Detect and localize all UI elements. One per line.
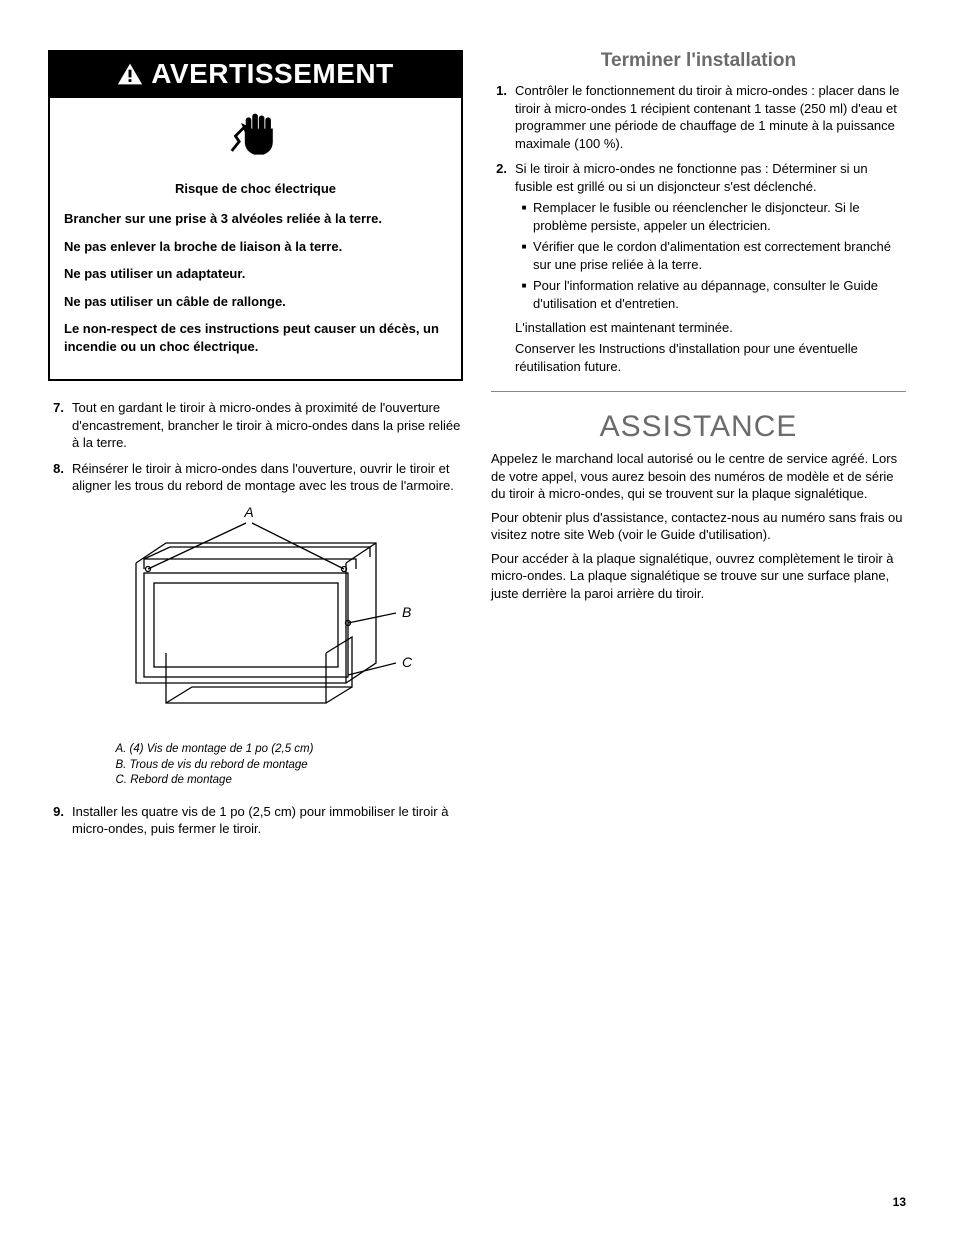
diagram-label-a: A xyxy=(243,504,253,520)
step-number: 7. xyxy=(48,399,72,452)
two-column-layout: AVERTISSEMENT xyxy=(48,50,906,846)
step-text: Si le tiroir à micro-ondes ne fonctionne… xyxy=(515,161,868,194)
microwave-drawer-diagram: A B C xyxy=(96,503,416,733)
step-number: 1. xyxy=(491,82,515,152)
warning-line: Brancher sur une prise à 3 alvéoles reli… xyxy=(64,210,447,228)
warning-header: AVERTISSEMENT xyxy=(50,52,461,98)
assist-para: Appelez le marchand local autorisé ou le… xyxy=(491,450,906,503)
step-text: Tout en gardant le tiroir à micro-ondes … xyxy=(72,399,463,452)
post-note: L'installation est maintenant terminée. xyxy=(515,319,906,337)
assist-para: Pour accéder à la plaque signalétique, o… xyxy=(491,550,906,603)
legend-line: A. (4) Vis de montage de 1 po (2,5 cm) xyxy=(116,742,396,758)
step-number: 9. xyxy=(48,803,72,838)
bullet-item: Remplacer le fusible ou réenclencher le … xyxy=(515,199,906,234)
list-item: 1. Contrôler le fonctionnement du tiroir… xyxy=(491,82,906,152)
diagram-label-b: B xyxy=(402,604,411,620)
right-steps-list: 1. Contrôler le fonctionnement du tiroir… xyxy=(491,82,906,379)
bullet-item: Vérifier que le cordon d'alimentation es… xyxy=(515,238,906,273)
legend-line: B. Trous de vis du rebord de montage xyxy=(116,758,396,774)
warning-line: Ne pas utiliser un adaptateur. xyxy=(64,265,447,283)
list-item: 9. Installer les quatre vis de 1 po (2,5… xyxy=(48,803,463,838)
step-text: Installer les quatre vis de 1 po (2,5 cm… xyxy=(72,803,463,838)
list-item: 2. Si le tiroir à micro-ondes ne fonctio… xyxy=(491,160,906,379)
page: AVERTISSEMENT xyxy=(0,0,954,1235)
bullet-text: Remplacer le fusible ou réenclencher le … xyxy=(533,199,906,234)
section-title-terminer: Terminer l'installation xyxy=(491,50,906,72)
warning-line: Ne pas enlever la broche de liaison à la… xyxy=(64,238,447,256)
step-text: Contrôler le fonctionnement du tiroir à … xyxy=(515,82,906,152)
troubleshoot-bullets: Remplacer le fusible ou réenclencher le … xyxy=(515,199,906,312)
warning-risk-heading: Risque de choc électrique xyxy=(64,181,447,196)
bullet-item: Pour l'information relative au dépannage… xyxy=(515,277,906,312)
left-steps-list: 7. Tout en gardant le tiroir à micro-ond… xyxy=(48,399,463,495)
assistance-title: ASSISTANCE xyxy=(491,410,906,444)
page-number: 13 xyxy=(893,1195,906,1209)
diagram-label-c: C xyxy=(402,654,413,670)
post-note: Conserver les Instructions d'installatio… xyxy=(515,340,906,375)
step-number: 2. xyxy=(491,160,515,379)
electric-shock-icon xyxy=(228,108,284,164)
diagram-legend: A. (4) Vis de montage de 1 po (2,5 cm) B… xyxy=(116,742,396,789)
warning-header-text: AVERTISSEMENT xyxy=(151,58,393,90)
warning-line: Ne pas utiliser un câble de rallonge. xyxy=(64,293,447,311)
bullet-text: Vérifier que le cordon d'alimentation es… xyxy=(533,238,906,273)
right-column: Terminer l'installation 1. Contrôler le … xyxy=(491,50,906,846)
left-column: AVERTISSEMENT xyxy=(48,50,463,846)
warning-box: AVERTISSEMENT xyxy=(48,50,463,381)
list-item: 8. Réinsérer le tiroir à micro-ondes dan… xyxy=(48,460,463,495)
step-text: Réinsérer le tiroir à micro-ondes dans l… xyxy=(72,460,463,495)
step-2-body: Si le tiroir à micro-ondes ne fonctionne… xyxy=(515,160,906,379)
diagram-container: A B C xyxy=(48,503,463,738)
warning-triangle-icon xyxy=(117,62,143,86)
legend-line: C. Rebord de montage xyxy=(116,773,396,789)
list-item: 7. Tout en gardant le tiroir à micro-ond… xyxy=(48,399,463,452)
assist-para: Pour obtenir plus d'assistance, contacte… xyxy=(491,509,906,544)
bullet-text: Pour l'information relative au dépannage… xyxy=(533,277,906,312)
step-number: 8. xyxy=(48,460,72,495)
warning-line: Le non-respect de ces instructions peut … xyxy=(64,320,447,355)
divider xyxy=(491,391,906,392)
left-step-9-list: 9. Installer les quatre vis de 1 po (2,5… xyxy=(48,803,463,838)
shock-icon-wrap xyxy=(64,108,447,169)
